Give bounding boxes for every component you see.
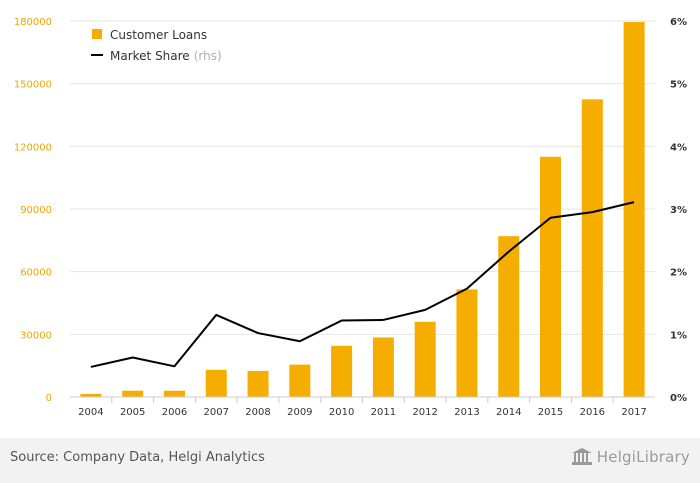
bar-customer-loans[interactable] bbox=[163, 390, 185, 397]
y-left-tick-label: 150000 bbox=[14, 80, 52, 91]
y-left-tick-label: 30000 bbox=[20, 330, 52, 341]
x-tick-label: 2008 bbox=[245, 407, 270, 418]
bar-customer-loans[interactable] bbox=[540, 156, 562, 397]
x-tick-label: 2007 bbox=[204, 407, 229, 418]
x-tick-label: 2009 bbox=[287, 407, 312, 418]
gridlines bbox=[70, 20, 655, 335]
brand-name: HelgiLibrary bbox=[596, 448, 690, 466]
bar-customer-loans[interactable] bbox=[414, 321, 436, 397]
library-icon bbox=[571, 448, 592, 465]
y-right-tick-label: 2% bbox=[670, 268, 687, 279]
legend-swatch-customer-loans bbox=[92, 29, 102, 39]
y-left-tick-label: 60000 bbox=[20, 268, 52, 279]
chart: 0 30000 60000 90000 120000 150000 180000 0% 1% 2%… bbox=[14, 17, 687, 418]
y-right-tick-label: 5% bbox=[670, 80, 687, 91]
bar-customer-loans[interactable] bbox=[372, 337, 394, 397]
bar-customer-loans[interactable] bbox=[331, 345, 353, 397]
footer: Source: Company Data, Helgi Analytics He… bbox=[0, 438, 700, 483]
line-series bbox=[90, 201, 635, 368]
bar-customer-loans[interactable] bbox=[80, 393, 102, 397]
y-left-tick-label: 180000 bbox=[14, 17, 52, 28]
axes: 0 30000 60000 90000 120000 150000 180000 0% 1% 2%… bbox=[14, 17, 687, 418]
x-tick-label: 2015 bbox=[538, 407, 563, 418]
bar-customer-loans[interactable] bbox=[247, 370, 269, 397]
bar-customer-loans[interactable] bbox=[205, 369, 227, 397]
x-tick-label: 2005 bbox=[120, 407, 145, 418]
y-right-tick-label: 3% bbox=[670, 205, 687, 216]
legend-label-market-share-suffix: (rhs) bbox=[194, 49, 222, 63]
y-right-tick-label: 6% bbox=[670, 17, 687, 28]
x-tick-label: 2012 bbox=[412, 407, 437, 418]
y-left-tick-label: 0 bbox=[46, 393, 52, 404]
y-right-tick-label: 4% bbox=[670, 142, 687, 153]
y-right-tick-label: 0% bbox=[670, 393, 687, 404]
bar-customer-loans[interactable] bbox=[122, 390, 144, 397]
bar-customer-loans[interactable] bbox=[498, 236, 520, 397]
x-tick-label: 2006 bbox=[162, 407, 187, 418]
bar-customer-loans[interactable] bbox=[289, 364, 311, 397]
x-tick-label: 2004 bbox=[78, 407, 103, 418]
bar-series bbox=[80, 22, 645, 398]
legend-label-market-share-name: Market Share bbox=[110, 49, 190, 63]
brand-logo[interactable]: HelgiLibrary bbox=[571, 448, 690, 466]
y-right-tick-label: 1% bbox=[670, 330, 687, 341]
source-note: Source: Company Data, Helgi Analytics bbox=[10, 450, 265, 465]
x-tick-label: 2013 bbox=[454, 407, 479, 418]
x-tick-label: 2014 bbox=[496, 407, 521, 418]
legend[interactable]: Customer Loans Market Share (rhs) bbox=[91, 28, 222, 63]
bar-customer-loans[interactable] bbox=[581, 99, 603, 397]
x-tick-label: 2017 bbox=[621, 407, 646, 418]
bar-customer-loans[interactable] bbox=[456, 289, 478, 397]
y-left-tick-label: 90000 bbox=[20, 205, 52, 216]
x-tick-label: 2016 bbox=[580, 407, 605, 418]
legend-label-customer-loans: Customer Loans bbox=[110, 28, 207, 42]
x-tick-label: 2011 bbox=[371, 407, 396, 418]
y-left-tick-label: 120000 bbox=[14, 142, 52, 153]
line-market-share[interactable] bbox=[90, 201, 635, 368]
bar-customer-loans[interactable] bbox=[623, 22, 645, 398]
x-tick-label: 2010 bbox=[329, 407, 354, 418]
legend-label-market-share: Market Share (rhs) bbox=[110, 49, 222, 63]
